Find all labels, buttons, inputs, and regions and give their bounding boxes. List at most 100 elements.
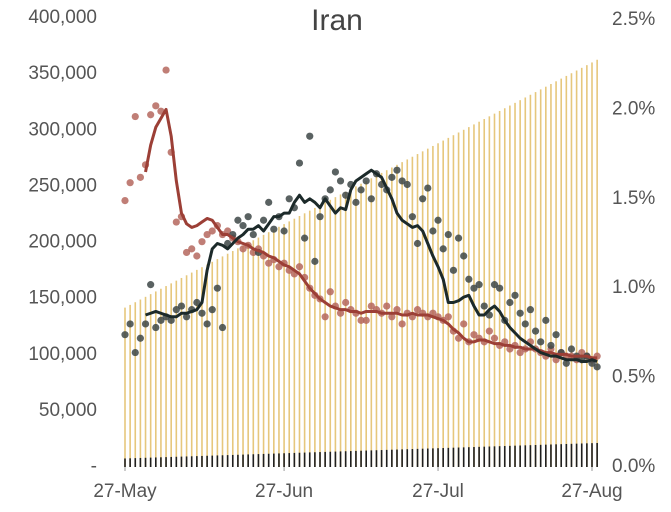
point (506, 298, 514, 307)
bar (226, 253, 229, 467)
point (449, 266, 458, 274)
bar (596, 59, 598, 468)
x-tick-label: 27-Aug (561, 481, 622, 502)
point (208, 306, 216, 314)
bar (550, 444, 552, 467)
bar (360, 450, 362, 467)
point (326, 186, 334, 194)
bar (416, 448, 419, 467)
y-tick-label: 400,000 (28, 7, 97, 28)
bar (242, 454, 244, 467)
bar (293, 218, 296, 467)
point (301, 234, 309, 242)
bar (237, 454, 239, 467)
bar (519, 445, 521, 467)
point (388, 173, 396, 181)
point (336, 177, 345, 185)
bar (221, 256, 224, 467)
bar (267, 453, 270, 467)
y-tick-label: 250,000 (28, 175, 97, 196)
point (213, 284, 221, 292)
point (408, 213, 416, 221)
bar (247, 242, 249, 467)
bar (334, 197, 337, 467)
bar (560, 444, 563, 467)
point (311, 257, 319, 265)
bar (452, 447, 455, 467)
bar (385, 449, 388, 467)
point (157, 316, 165, 324)
point (295, 263, 304, 271)
point (367, 302, 375, 310)
bar (339, 194, 342, 467)
point (249, 230, 257, 239)
bar (488, 116, 491, 468)
point (424, 184, 432, 192)
point (121, 196, 129, 205)
bar (221, 455, 224, 467)
point (496, 284, 504, 292)
bar (170, 283, 172, 467)
point (362, 316, 370, 324)
bar (144, 457, 147, 467)
point (126, 179, 134, 187)
bar (375, 175, 378, 467)
point (460, 320, 468, 328)
bar (529, 445, 532, 467)
point (336, 309, 345, 317)
point (485, 327, 493, 335)
bar (149, 294, 152, 467)
bar (201, 267, 203, 467)
bar (196, 456, 198, 467)
point (429, 227, 437, 235)
point (321, 313, 329, 321)
point (444, 313, 452, 321)
x-tick-label: 27-May (93, 481, 157, 502)
bar (503, 446, 506, 467)
bar (503, 108, 506, 468)
bar (545, 86, 547, 468)
bar (514, 102, 516, 468)
bar (283, 453, 285, 467)
y2-tick-label: 0.5% (612, 367, 655, 388)
point (388, 313, 396, 321)
point (177, 302, 186, 310)
bar (329, 199, 332, 467)
bar (586, 443, 588, 467)
point (490, 281, 499, 289)
point (208, 227, 216, 235)
bar (273, 229, 275, 467)
bar (375, 450, 378, 467)
point (331, 168, 340, 176)
bar (411, 449, 414, 467)
bar (524, 445, 527, 467)
y2-tick-label: 2.5% (612, 9, 655, 30)
bar (447, 447, 450, 467)
point (516, 348, 524, 357)
point (537, 338, 545, 346)
bar (421, 448, 424, 467)
bar (509, 105, 511, 468)
point (193, 252, 201, 260)
bar (324, 451, 326, 467)
bar (180, 277, 183, 467)
bar (154, 457, 157, 467)
bar (365, 450, 367, 467)
bar (488, 446, 491, 467)
point (526, 306, 535, 314)
bar (396, 164, 398, 467)
bar (519, 100, 521, 468)
bar (426, 448, 429, 467)
point (259, 216, 268, 224)
bar (124, 307, 126, 467)
bar (303, 213, 306, 467)
bar (252, 240, 255, 467)
bar (201, 455, 203, 467)
point (326, 288, 334, 296)
bar (124, 458, 126, 467)
bar (498, 446, 501, 467)
x-tick-label: 27-Jul (412, 481, 464, 502)
point (234, 216, 242, 224)
bar (288, 453, 291, 467)
bar (442, 448, 444, 467)
